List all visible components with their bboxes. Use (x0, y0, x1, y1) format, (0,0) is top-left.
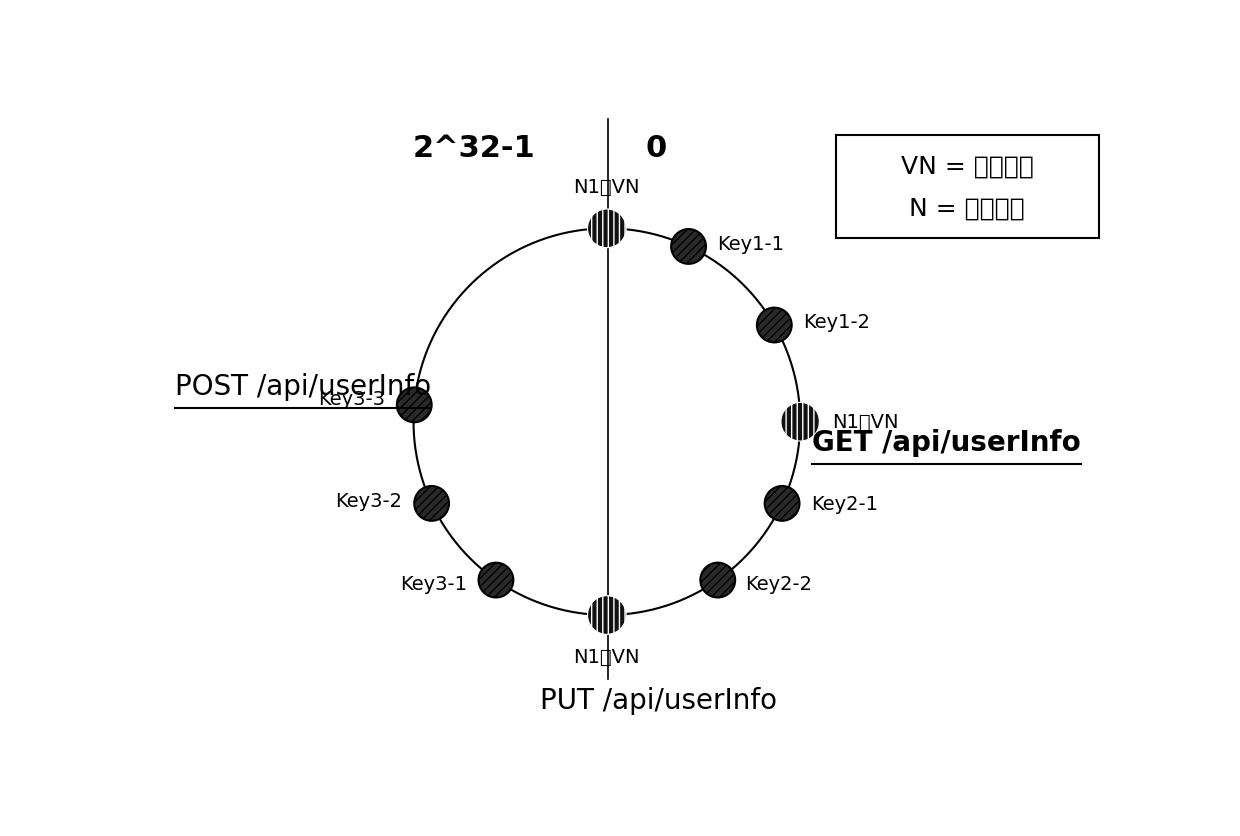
Text: 2^32-1: 2^32-1 (413, 134, 536, 163)
Text: N1的VN: N1的VN (574, 647, 640, 666)
Text: Key3-2: Key3-2 (336, 491, 403, 510)
Text: Key1-2: Key1-2 (804, 313, 870, 332)
Text: Key2-2: Key2-2 (745, 574, 812, 593)
Circle shape (756, 308, 791, 343)
Text: Key3-3: Key3-3 (319, 390, 386, 409)
Circle shape (588, 596, 626, 635)
Circle shape (397, 388, 432, 423)
Circle shape (588, 210, 626, 248)
Text: N1的VN: N1的VN (574, 178, 640, 196)
FancyBboxPatch shape (836, 135, 1099, 239)
Circle shape (479, 563, 513, 598)
Text: N = 物理节点: N = 物理节点 (909, 196, 1025, 221)
Circle shape (414, 487, 449, 521)
Circle shape (781, 403, 820, 441)
Text: 0: 0 (645, 134, 666, 163)
Text: N1的VN: N1的VN (832, 413, 899, 431)
Text: POST /api/userInfo: POST /api/userInfo (175, 373, 432, 400)
Text: Key1-1: Key1-1 (718, 234, 785, 253)
Circle shape (765, 487, 800, 521)
Text: PUT /api/userInfo: PUT /api/userInfo (539, 686, 777, 714)
Text: VN = 虚拟节点: VN = 虚拟节点 (901, 154, 1034, 178)
Text: Key2-1: Key2-1 (811, 494, 878, 513)
Circle shape (701, 563, 735, 598)
Text: Key3-1: Key3-1 (401, 574, 467, 593)
Circle shape (671, 230, 706, 264)
Text: GET /api/userInfo: GET /api/userInfo (812, 429, 1081, 456)
